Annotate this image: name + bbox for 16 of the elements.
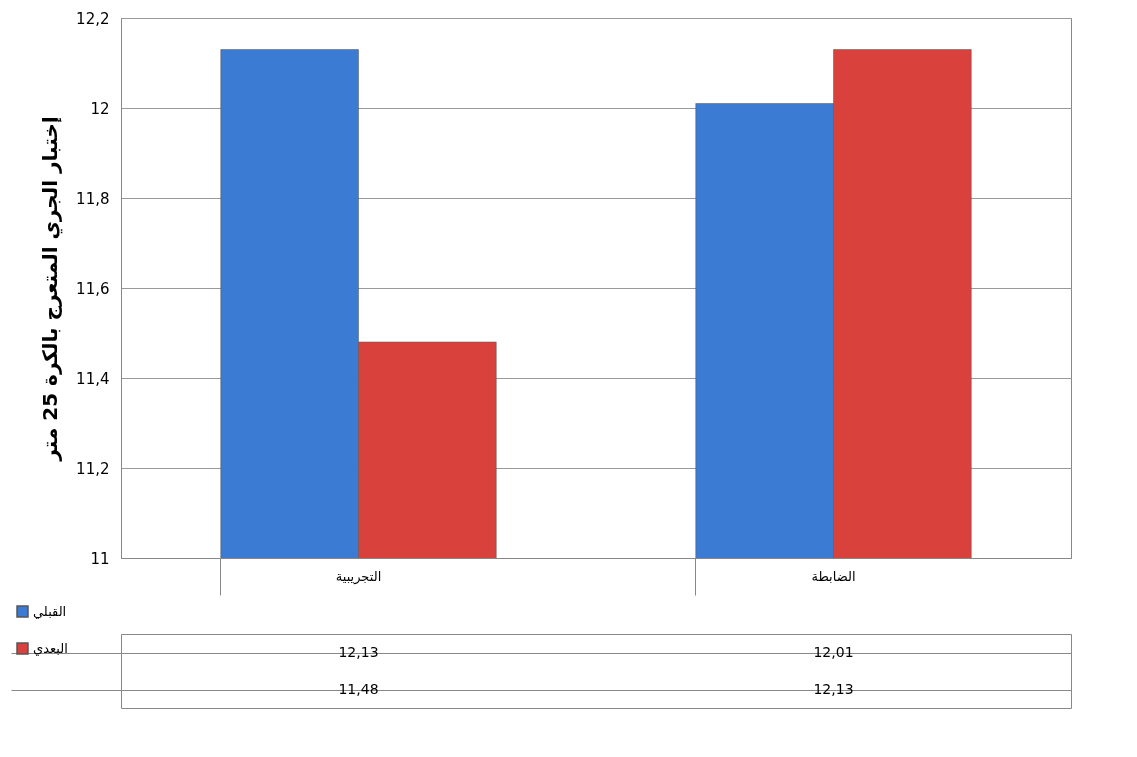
legend-label: البعدي (33, 640, 68, 656)
y-tick-label: 11,2 (76, 459, 110, 478)
x-tick-label: التجريبية (335, 569, 382, 585)
y-tick-label: 11,4 (76, 369, 110, 388)
x-tick-label: الضابطة (811, 569, 856, 584)
y-tick-label: 11,6 (76, 279, 110, 298)
data-label: 12,13 (338, 643, 379, 660)
legend-label: القبلي (33, 603, 67, 619)
y-tick-label: 11,8 (76, 189, 110, 208)
y-tick-label: 12 (90, 99, 110, 118)
data-label: 12,13 (813, 680, 854, 697)
y-tick-label: 11 (90, 549, 110, 568)
data-label: 11,48 (338, 680, 379, 697)
data-label: 12,01 (813, 643, 854, 660)
y-tick-label: 12,2 (76, 9, 110, 28)
y-axis-title: إختبار الجري المتعرج بالكرة 25 متر (38, 116, 64, 462)
